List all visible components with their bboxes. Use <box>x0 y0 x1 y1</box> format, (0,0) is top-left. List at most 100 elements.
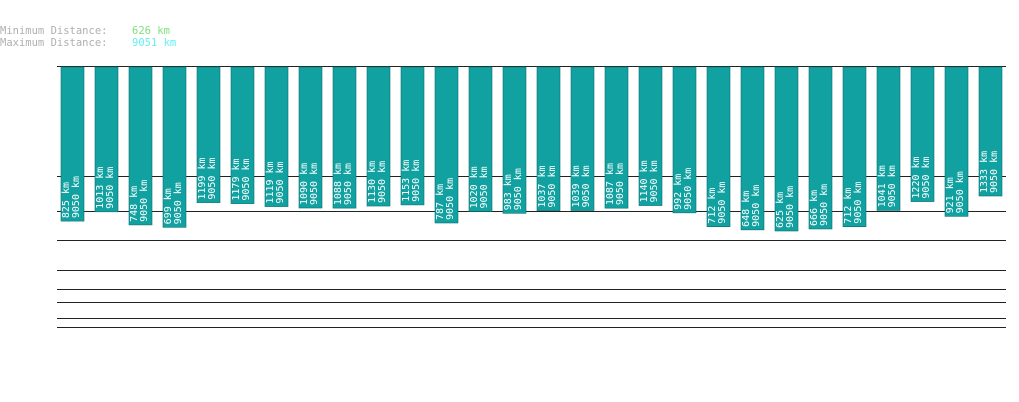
bar-group-20: 712 km 9050 km <box>706 66 731 227</box>
bar-max-label-18: 9050 km <box>649 160 660 202</box>
bar-max-label-20: 9050 km <box>717 182 728 224</box>
bar-13 <box>468 66 493 212</box>
bar-group-14: 983 km 9050 km <box>502 66 527 214</box>
bar-value-label-18: 1140 km <box>639 160 650 202</box>
bar-group-5: 1199 km 9050 km <box>196 66 221 203</box>
bar-group-9: 1088 km 9050 km <box>332 66 357 209</box>
bar-group-4: 699 km 9050 km <box>162 66 187 228</box>
bar-value-label-20: 712 km <box>707 188 718 224</box>
max-distance-row: Maximum Distance: 9051 km <box>0 37 176 49</box>
bar-group-18: 1140 km 9050 km <box>638 66 663 206</box>
bar-20 <box>706 66 731 227</box>
bar-value-label-11: 1153 km <box>401 160 412 202</box>
bar-14 <box>502 66 527 214</box>
bar-6 <box>230 66 255 204</box>
bar-group-17: 1087 km 9050 km <box>604 66 629 209</box>
bar-11 <box>400 66 425 206</box>
bar-value-label-4: 699 km <box>163 188 174 224</box>
bar-28 <box>978 66 1003 197</box>
bar-group-26: 1220 km 9050 km <box>910 66 935 202</box>
bar-17 <box>604 66 629 209</box>
bar-max-label-1: 9050 km <box>71 176 82 218</box>
bar-value-label-2: 1013 km <box>95 167 106 209</box>
bar-5 <box>196 66 221 203</box>
bar-21 <box>740 66 765 231</box>
bar-group-16: 1039 km 9050 km <box>570 66 595 211</box>
bar-max-label-2: 9050 km <box>105 167 116 209</box>
bar-max-label-25: 9050 km <box>887 165 898 207</box>
bar-group-25: 1041 km 9050 km <box>876 66 901 211</box>
bar-value-label-15: 1037 km <box>537 165 548 207</box>
bar-group-11: 1153 km 9050 km <box>400 66 425 206</box>
bar-max-label-24: 9050 km <box>853 182 864 224</box>
bar-value-label-28: 1333 km <box>979 151 990 193</box>
bar-group-1: 825 km 9050 km <box>60 66 85 222</box>
bar-max-label-15: 9050 km <box>547 165 558 207</box>
bar-27 <box>944 66 969 217</box>
bar-24 <box>842 66 867 227</box>
bar-group-12: 787 km 9050 km <box>434 66 459 224</box>
bar-max-label-16: 9050 km <box>581 165 592 207</box>
bar-max-label-28: 9050 km <box>989 151 1000 193</box>
bar-max-label-12: 9050 km <box>445 178 456 220</box>
bar-value-label-19: 992 km <box>673 174 684 210</box>
max-distance-value: 9051 km <box>132 37 177 49</box>
bar-7 <box>264 66 289 207</box>
bar-group-19: 992 km 9050 km <box>672 66 697 214</box>
bar-value-label-22: 625 km <box>775 192 786 228</box>
bar-group-28: 1333 km 9050 km <box>978 66 1003 197</box>
bar-max-label-5: 9050 km <box>207 157 218 199</box>
bar-value-label-1: 825 km <box>61 182 72 218</box>
bar-8 <box>298 66 323 209</box>
bar-value-label-17: 1087 km <box>605 163 616 205</box>
bar-2 <box>94 66 119 213</box>
bar-group-7: 1119 km 9050 km <box>264 66 289 207</box>
bar-value-label-21: 648 km <box>741 191 752 227</box>
bar-max-label-22: 9050 km <box>785 186 796 228</box>
bar-value-label-27: 921 km <box>945 177 956 213</box>
bar-max-label-10: 9050 km <box>377 161 388 203</box>
bar-3 <box>128 66 153 226</box>
min-distance-label: Minimum Distance: <box>0 25 108 37</box>
bar-1 <box>60 66 85 222</box>
bar-12 <box>434 66 459 224</box>
bar-value-label-6: 1179 km <box>231 158 242 200</box>
bar-max-label-4: 9050 km <box>173 182 184 224</box>
bar-max-label-8: 9050 km <box>309 163 320 205</box>
bar-value-label-24: 712 km <box>843 188 854 224</box>
bar-max-label-14: 9050 km <box>513 168 524 210</box>
bar-value-label-25: 1041 km <box>877 165 888 207</box>
bar-group-21: 648 km 9050 km <box>740 66 765 231</box>
bar-value-label-10: 1130 km <box>367 161 378 203</box>
bar-value-label-5: 1199 km <box>197 157 208 199</box>
bar-max-label-23: 9050 km <box>819 184 830 226</box>
bar-group-10: 1130 km 9050 km <box>366 66 391 207</box>
bar-18 <box>638 66 663 206</box>
bar-26 <box>910 66 935 202</box>
bar-max-label-13: 9050 km <box>479 166 490 208</box>
bar-value-label-9: 1088 km <box>333 163 344 205</box>
bar-group-27: 921 km 9050 km <box>944 66 969 217</box>
bar-25 <box>876 66 901 211</box>
bar-max-label-21: 9050 km <box>751 185 762 227</box>
max-distance-label: Maximum Distance: <box>0 37 108 49</box>
bar-19 <box>672 66 697 214</box>
distance-stats: Minimum Distance: 626 km Maximum Distance… <box>0 25 176 49</box>
bar-group-23: 666 km 9050 km <box>808 66 833 230</box>
bar-10 <box>366 66 391 207</box>
bar-value-label-23: 666 km <box>809 190 820 226</box>
bar-16 <box>570 66 595 211</box>
bar-group-22: 625 km 9050 km <box>774 66 799 232</box>
bar-max-label-19: 9050 km <box>683 168 694 210</box>
bar-group-8: 1090 km 9050 km <box>298 66 323 209</box>
bar-max-label-3: 9050 km <box>139 180 150 222</box>
bar-max-label-6: 9050 km <box>241 158 252 200</box>
bar-23 <box>808 66 833 230</box>
bar-max-label-7: 9050 km <box>275 161 286 203</box>
bar-group-3: 748 km 9050 km <box>128 66 153 226</box>
bar-value-label-3: 748 km <box>129 186 140 222</box>
bar-22 <box>774 66 799 232</box>
bar-max-label-26: 9050 km <box>921 156 932 198</box>
bar-9 <box>332 66 357 209</box>
